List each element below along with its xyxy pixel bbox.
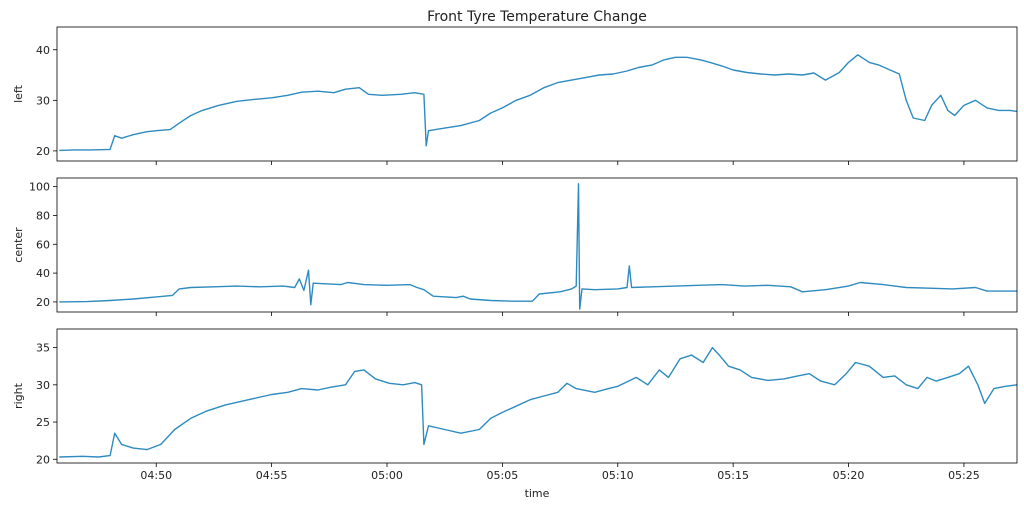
y-tick-label: 60 xyxy=(36,238,50,251)
y-axis-label-center: center xyxy=(12,227,25,263)
series-line-left xyxy=(59,54,1017,152)
x-axis-label: time xyxy=(525,487,550,500)
y-tick-label: 40 xyxy=(36,267,50,280)
x-tick-label: 05:15 xyxy=(717,469,749,482)
y-tick-label: 40 xyxy=(36,44,50,57)
series-line-right xyxy=(59,346,1017,458)
y-axis-label-left: left xyxy=(12,84,25,103)
y-tick-label: 35 xyxy=(36,342,50,355)
chart-title: Front Tyre Temperature Change xyxy=(427,9,647,25)
y-tick-label: 100 xyxy=(29,181,50,194)
y-axis-label-right: right xyxy=(12,382,25,409)
panel-left: 20 30 40 left xyxy=(12,26,1018,165)
y-tick-label: 20 xyxy=(36,296,50,309)
x-tick-label: 04:55 xyxy=(256,469,288,482)
y-tick-label: 30 xyxy=(36,379,50,392)
y-tick-label: 80 xyxy=(36,209,50,222)
x-tick-label: 05:05 xyxy=(487,469,519,482)
x-tick-label: 05:20 xyxy=(833,469,865,482)
x-tick-label: 05:10 xyxy=(602,469,634,482)
y-tick-label: 25 xyxy=(36,416,50,429)
x-tick-label: 05:25 xyxy=(948,469,980,482)
panel-frame xyxy=(56,177,1018,313)
y-tick-label: 20 xyxy=(36,145,50,158)
panel-right: 20 25 30 35 04:50 04:55 05:00 05:05 05:10 05:15 05… xyxy=(12,328,1018,482)
y-tick-label: 20 xyxy=(36,453,50,466)
chart-panels: 20 30 40 left 20 40 60 80 100 center 20 25 30 35 04:50… xyxy=(12,26,1018,482)
panel-frame xyxy=(56,26,1018,162)
x-tick-label: 05:00 xyxy=(371,469,403,482)
y-tick-label: 30 xyxy=(36,94,50,107)
panel-frame xyxy=(56,328,1018,464)
x-tick-label: 04:50 xyxy=(140,469,172,482)
series-line-center xyxy=(59,183,1017,310)
panel-center: 20 40 60 80 100 center xyxy=(12,177,1018,316)
